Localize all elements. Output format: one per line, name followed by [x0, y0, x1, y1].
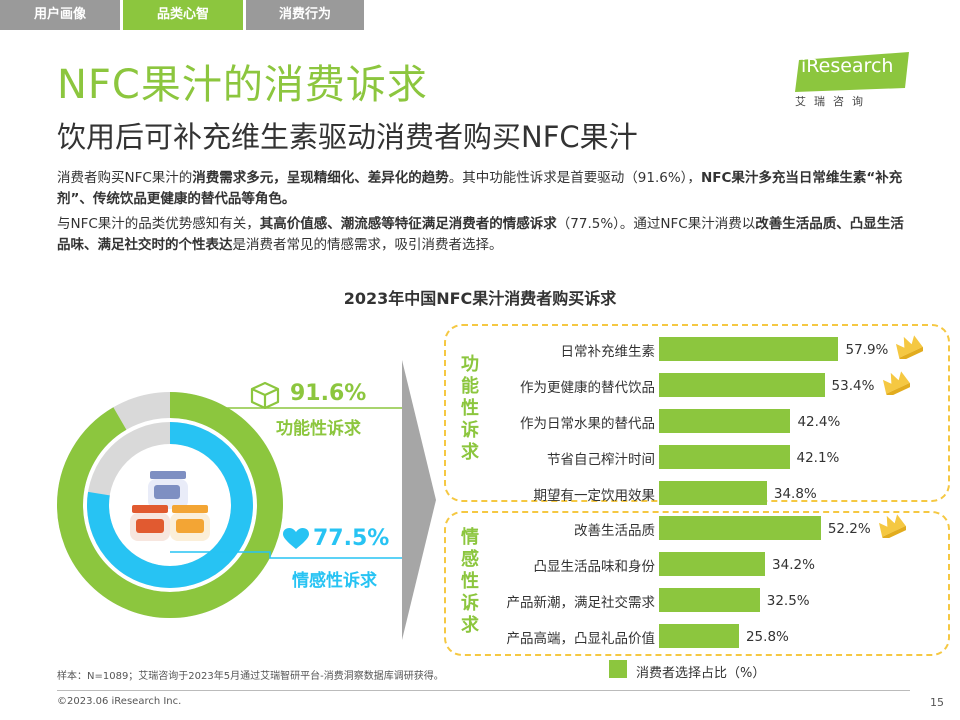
- page-title: NFC果汁的消费诉求: [57, 62, 428, 108]
- bar-value-label: 42.1%: [796, 450, 840, 466]
- tab-category-mind[interactable]: 品类心智: [123, 0, 243, 30]
- bar-category-label: 作为日常水果的替代品: [520, 416, 655, 432]
- crown-icon: [878, 514, 906, 538]
- functional-value: 91.6%: [290, 381, 367, 406]
- bar: [659, 588, 760, 612]
- legend-swatch: [609, 660, 627, 678]
- bar-value-label: 42.4%: [797, 414, 841, 430]
- bar-category-label: 产品新潮，满足社交需求: [506, 595, 656, 611]
- emotional-label: 情感性诉求: [292, 571, 377, 591]
- box-icon: [250, 381, 280, 409]
- bar: [659, 624, 739, 648]
- bar-category-label: 期望有一定饮用效果: [533, 488, 656, 504]
- bar-value-label: 34.8%: [773, 486, 817, 502]
- footer-divider: [57, 690, 910, 691]
- tab-consumer-behavior[interactable]: 消费行为: [246, 0, 364, 30]
- crown-icon: [882, 371, 910, 395]
- paragraph2-segment: 其高价值感、潮流感等特征满足消费者的情感诉求: [259, 216, 557, 232]
- bar: [659, 409, 791, 433]
- functional-group-label: 功能性诉求: [461, 354, 479, 463]
- bar: [659, 552, 766, 576]
- bar: [659, 373, 825, 397]
- logo-text: iResearch: [801, 55, 894, 77]
- paragraph1-segment: 。其中功能性诉求是首要驱动（91.6%），: [448, 170, 701, 186]
- bar: [659, 516, 821, 540]
- bar-value-label: 34.2%: [772, 557, 815, 573]
- paragraph1-segment: NFC果汁多充当日常维生素“补充剂”、传统饮品更健康的替代品等角色。: [57, 170, 903, 207]
- bar-category-label: 作为更健康的替代饮品: [520, 380, 655, 396]
- iresearch-logo: [795, 52, 909, 92]
- paragraph2-segment: 是消费者常见的情感需求，吸引消费者选择。: [232, 237, 503, 253]
- heart-icon: [283, 528, 309, 549]
- bar-value-label: 25.8%: [745, 629, 789, 645]
- crown-icon: [896, 335, 924, 359]
- paragraph2-segment: （77.5%）。通过NFC果汁消费以: [556, 216, 756, 232]
- bar-category-label: 凸显生活品味和身份: [533, 559, 656, 575]
- page-subtitle: 饮用后可补充维生素驱动消费者购买NFC果汁: [57, 120, 638, 154]
- legend-label: 消费者选择占比（%）: [636, 666, 766, 681]
- bar: [659, 481, 767, 505]
- bar-value-label: 32.5%: [766, 593, 810, 609]
- bar-category-label: 节省自己榨汁时间: [547, 452, 655, 468]
- bar: [659, 445, 790, 469]
- paragraph2-segment: 改善生活品质、凸显生活品味、满足社交时的个性表达: [57, 216, 904, 253]
- paragraph1-segment: 消费需求多元，呈现精细化、差异化的趋势: [192, 170, 449, 186]
- emotional-arc: [87, 422, 253, 588]
- bar: [659, 337, 839, 361]
- tab-user-profile[interactable]: 用户画像: [0, 0, 120, 30]
- juice-bottles-illustration: [130, 471, 210, 541]
- chart-title: 2023年中国NFC果汁消费者购买诉求: [343, 289, 617, 308]
- paragraph1-segment: 消费者购买NFC果汁的: [57, 170, 193, 186]
- emotional-group-box: [444, 511, 950, 656]
- bar-value-label: 57.9%: [845, 342, 889, 358]
- functional-label: 功能性诉求: [276, 419, 361, 439]
- bar-value-label: 52.2%: [827, 521, 871, 537]
- bar-category-label: 产品高端，凸显礼品价值: [506, 631, 656, 647]
- emotional-value: 77.5%: [313, 526, 390, 551]
- chevron-arrow-icon: [402, 360, 436, 640]
- functional-arc: [57, 392, 283, 618]
- functional-leader-line: [170, 407, 410, 411]
- emotional-leader-line: [170, 551, 410, 559]
- emotional-group-label: 情感性诉求: [461, 527, 479, 636]
- bar-value-label: 53.4%: [831, 378, 875, 394]
- page-number: 15: [930, 696, 944, 709]
- intro-paragraph-2: 与NFC果汁的品类优势感知有关，其高价值感、潮流感等特征满足消费者的情感诉求（7…: [57, 214, 907, 256]
- footnote: 样本：N=1089；艾瑞咨询于2023年5月通过艾瑞智研平台-消费洞察数据库调研…: [57, 671, 444, 682]
- bar-category-label: 日常补充维生素: [560, 344, 656, 360]
- copyright: ©2023.06 iResearch Inc.: [57, 696, 182, 707]
- intro-paragraph-1: 消费者购买NFC果汁的消费需求多元，呈现精细化、差异化的趋势。其中功能性诉求是首…: [57, 168, 907, 210]
- paragraph2-segment: 与NFC果汁的品类优势感知有关，: [57, 216, 260, 232]
- bar-category-label: 改善生活品质: [574, 523, 655, 539]
- logo-subtext: 艾瑞咨询: [795, 95, 871, 108]
